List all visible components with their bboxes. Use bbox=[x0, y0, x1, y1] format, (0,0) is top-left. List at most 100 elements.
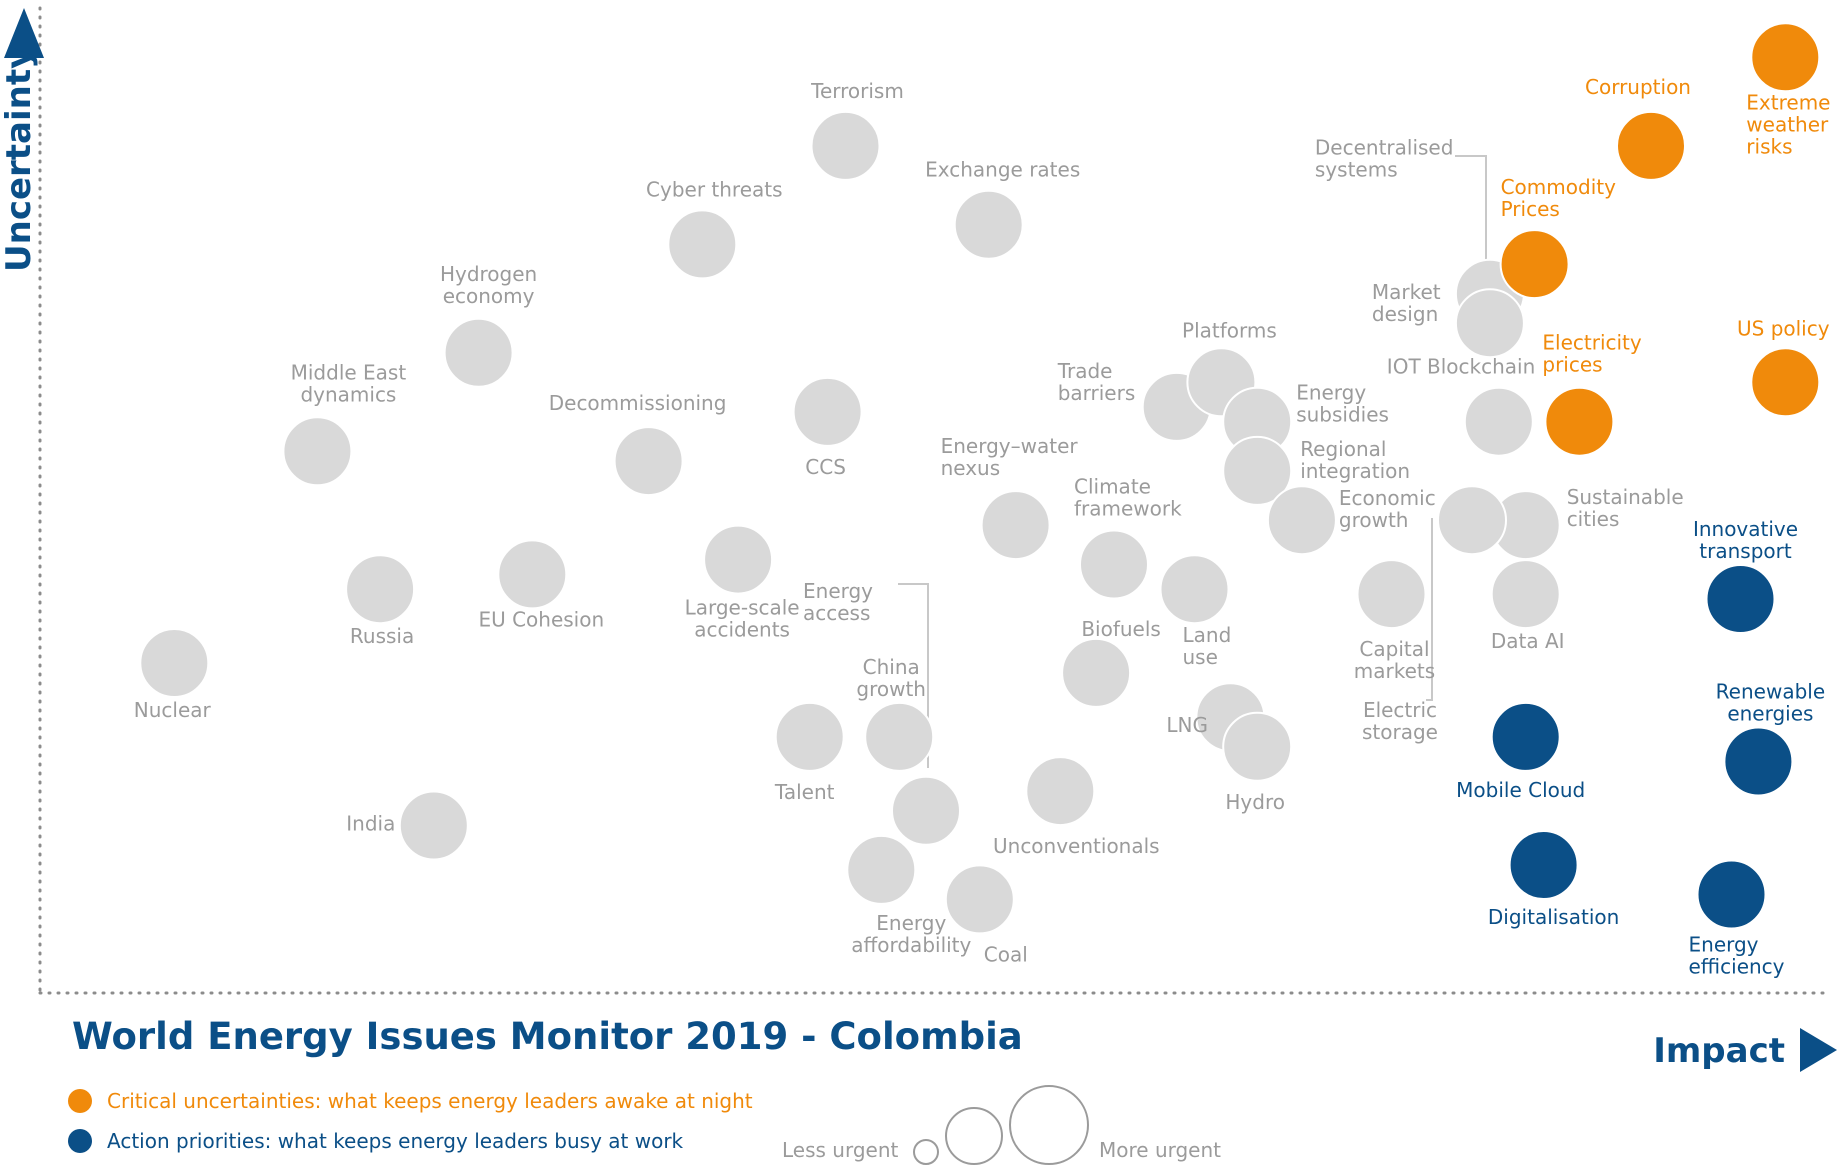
label-market-design: Market design bbox=[1372, 280, 1441, 326]
bubble-unconventionals bbox=[1025, 756, 1096, 827]
bubble-digitalisation bbox=[1508, 830, 1579, 900]
bubble-mobile-cloud bbox=[1490, 701, 1561, 772]
bubble-middle-east-dynamics bbox=[282, 416, 353, 487]
label-ccs: CCS bbox=[805, 455, 846, 479]
label-russia: Russia bbox=[350, 624, 414, 648]
label-unconventionals: Unconventionals bbox=[993, 834, 1160, 858]
label-sustainable-cities: Sustainable cities bbox=[1567, 485, 1684, 531]
bubble-regional-integration bbox=[1222, 435, 1293, 506]
legend-critical-swatch bbox=[68, 1089, 92, 1113]
label-talent: Talent bbox=[774, 780, 835, 804]
label-platforms: Platforms bbox=[1182, 318, 1277, 342]
bubble-energy-water-nexus bbox=[980, 490, 1051, 561]
bubble-us-policy bbox=[1750, 347, 1821, 418]
label-decentralised-systems: Decentralised systems bbox=[1315, 136, 1454, 182]
bubble-terrorism bbox=[810, 110, 881, 181]
legend-critical-label: Critical uncertainties: what keeps energ… bbox=[107, 1089, 753, 1113]
label-cyber-threats: Cyber threats bbox=[646, 177, 783, 201]
label-us-policy: US policy bbox=[1737, 316, 1830, 340]
bubble-cyber-threats bbox=[667, 209, 738, 280]
bubble-land-use bbox=[1159, 554, 1230, 625]
label-land-use: Land use bbox=[1183, 623, 1232, 669]
bubble-corruption bbox=[1616, 110, 1686, 181]
label-hydro: Hydro bbox=[1225, 790, 1285, 814]
label-large-scale-accidents: Large-scale accidents bbox=[685, 596, 800, 642]
size-legend-medium-circle bbox=[945, 1107, 1003, 1165]
chart-title: World Energy Issues Monitor 2019 - Colom… bbox=[72, 1015, 1023, 1058]
y-axis-label: Uncertainty bbox=[0, 47, 39, 272]
size-legend-more: More urgent bbox=[1099, 1138, 1221, 1162]
label-exchange-rates: Exchange rates bbox=[925, 158, 1080, 182]
bubble-exchange-rates bbox=[953, 189, 1024, 260]
bubble-decommissioning bbox=[613, 426, 684, 497]
size-legend-less: Less urgent bbox=[782, 1138, 899, 1162]
label-china-growth: China growth bbox=[856, 655, 926, 701]
bubble-data-ai bbox=[1490, 559, 1561, 630]
bubble-talent bbox=[774, 701, 845, 772]
bubble-market-design bbox=[1454, 288, 1525, 359]
bubble-innovative-transport bbox=[1705, 564, 1776, 634]
label-india: India bbox=[346, 812, 395, 836]
label-energy-affordability: Energy affordability bbox=[851, 911, 971, 957]
bubble-extreme-weather-risks bbox=[1750, 22, 1821, 93]
x-axis-arrow-icon bbox=[1800, 1028, 1837, 1072]
bubble-hydrogen-economy bbox=[443, 317, 514, 388]
bubble-russia bbox=[345, 554, 416, 625]
bubble-capital-markets bbox=[1356, 559, 1427, 630]
label-mobile-cloud: Mobile Cloud bbox=[1456, 778, 1585, 802]
bubble-iot-blockchain bbox=[1463, 386, 1534, 457]
label-energy-access: Energy access bbox=[803, 579, 873, 625]
label-eu-cohesion: EU Cohesion bbox=[478, 607, 604, 631]
bubble-economic-growth bbox=[1266, 485, 1337, 556]
label-climate-framework: Climate framework bbox=[1074, 475, 1182, 521]
label-iot-blockchain: IOT Blockchain bbox=[1387, 355, 1535, 379]
label-trade-barriers: Trade barriers bbox=[1057, 359, 1136, 405]
bubble-climate-framework bbox=[1079, 529, 1149, 600]
bubble-coal bbox=[944, 864, 1015, 935]
bubble-electricity-prices bbox=[1544, 386, 1615, 457]
legend: Critical uncertainties: what keeps energ… bbox=[68, 1089, 753, 1153]
bubble-eu-cohesion bbox=[497, 539, 568, 610]
label-lng: LNG bbox=[1166, 713, 1208, 737]
label-energy-subsidies: Energy subsidies bbox=[1296, 381, 1389, 427]
leader-lines bbox=[898, 155, 1487, 768]
bubble-electric-storage bbox=[1437, 485, 1507, 556]
label-commodity-prices: Commodity Prices bbox=[1501, 175, 1616, 221]
legend-action-swatch bbox=[68, 1129, 92, 1153]
bubble-hydro bbox=[1222, 711, 1293, 782]
label-coal: Coal bbox=[984, 942, 1028, 966]
label-economic-growth: Economic growth bbox=[1339, 486, 1436, 532]
label-corruption: Corruption bbox=[1585, 75, 1691, 99]
label-innovative-transport: Innovative transport bbox=[1693, 517, 1798, 563]
size-legend: Less urgent More urgent bbox=[782, 1085, 1221, 1165]
bubble-nuclear bbox=[139, 628, 210, 698]
label-extreme-weather-risks: Extreme weather risks bbox=[1746, 90, 1830, 158]
label-regional-integration: Regional integration bbox=[1300, 437, 1410, 483]
y-axis-arrow-icon bbox=[4, 8, 44, 58]
label-capital-markets: Capital markets bbox=[1354, 637, 1435, 683]
label-nuclear: Nuclear bbox=[134, 698, 212, 722]
size-legend-small-circle bbox=[913, 1139, 939, 1165]
bubble-large-scale-accidents bbox=[703, 524, 774, 595]
size-legend-large-circle bbox=[1009, 1085, 1089, 1165]
label-digitalisation: Digitalisation bbox=[1488, 905, 1619, 929]
bubble-energy-affordability bbox=[846, 834, 917, 905]
label-electricity-prices: Electricity prices bbox=[1542, 331, 1642, 377]
bubble-ccs bbox=[792, 376, 863, 447]
label-energy-efficiency: Energy efficiency bbox=[1689, 933, 1785, 979]
label-terrorism: Terrorism bbox=[810, 79, 904, 103]
bubble-india bbox=[398, 790, 469, 861]
legend-action-label: Action priorities: what keeps energy lea… bbox=[107, 1129, 684, 1153]
bubble-biofuels bbox=[1061, 637, 1132, 708]
bubbles bbox=[139, 22, 1821, 935]
label-electric-storage: Electric storage bbox=[1362, 698, 1438, 744]
label-renewable-energies: Renewable energies bbox=[1716, 680, 1825, 726]
label-data-ai: Data AI bbox=[1491, 629, 1565, 653]
label-hydrogen-economy: Hydrogen economy bbox=[440, 262, 537, 308]
label-biofuels: Biofuels bbox=[1081, 617, 1161, 641]
label-middle-east-dynamics: Middle East dynamics bbox=[291, 360, 407, 406]
label-energy-water-nexus: Energy–water nexus bbox=[941, 434, 1079, 480]
bubble-energy-access bbox=[891, 775, 961, 846]
bubble-commodity-prices bbox=[1499, 229, 1570, 300]
